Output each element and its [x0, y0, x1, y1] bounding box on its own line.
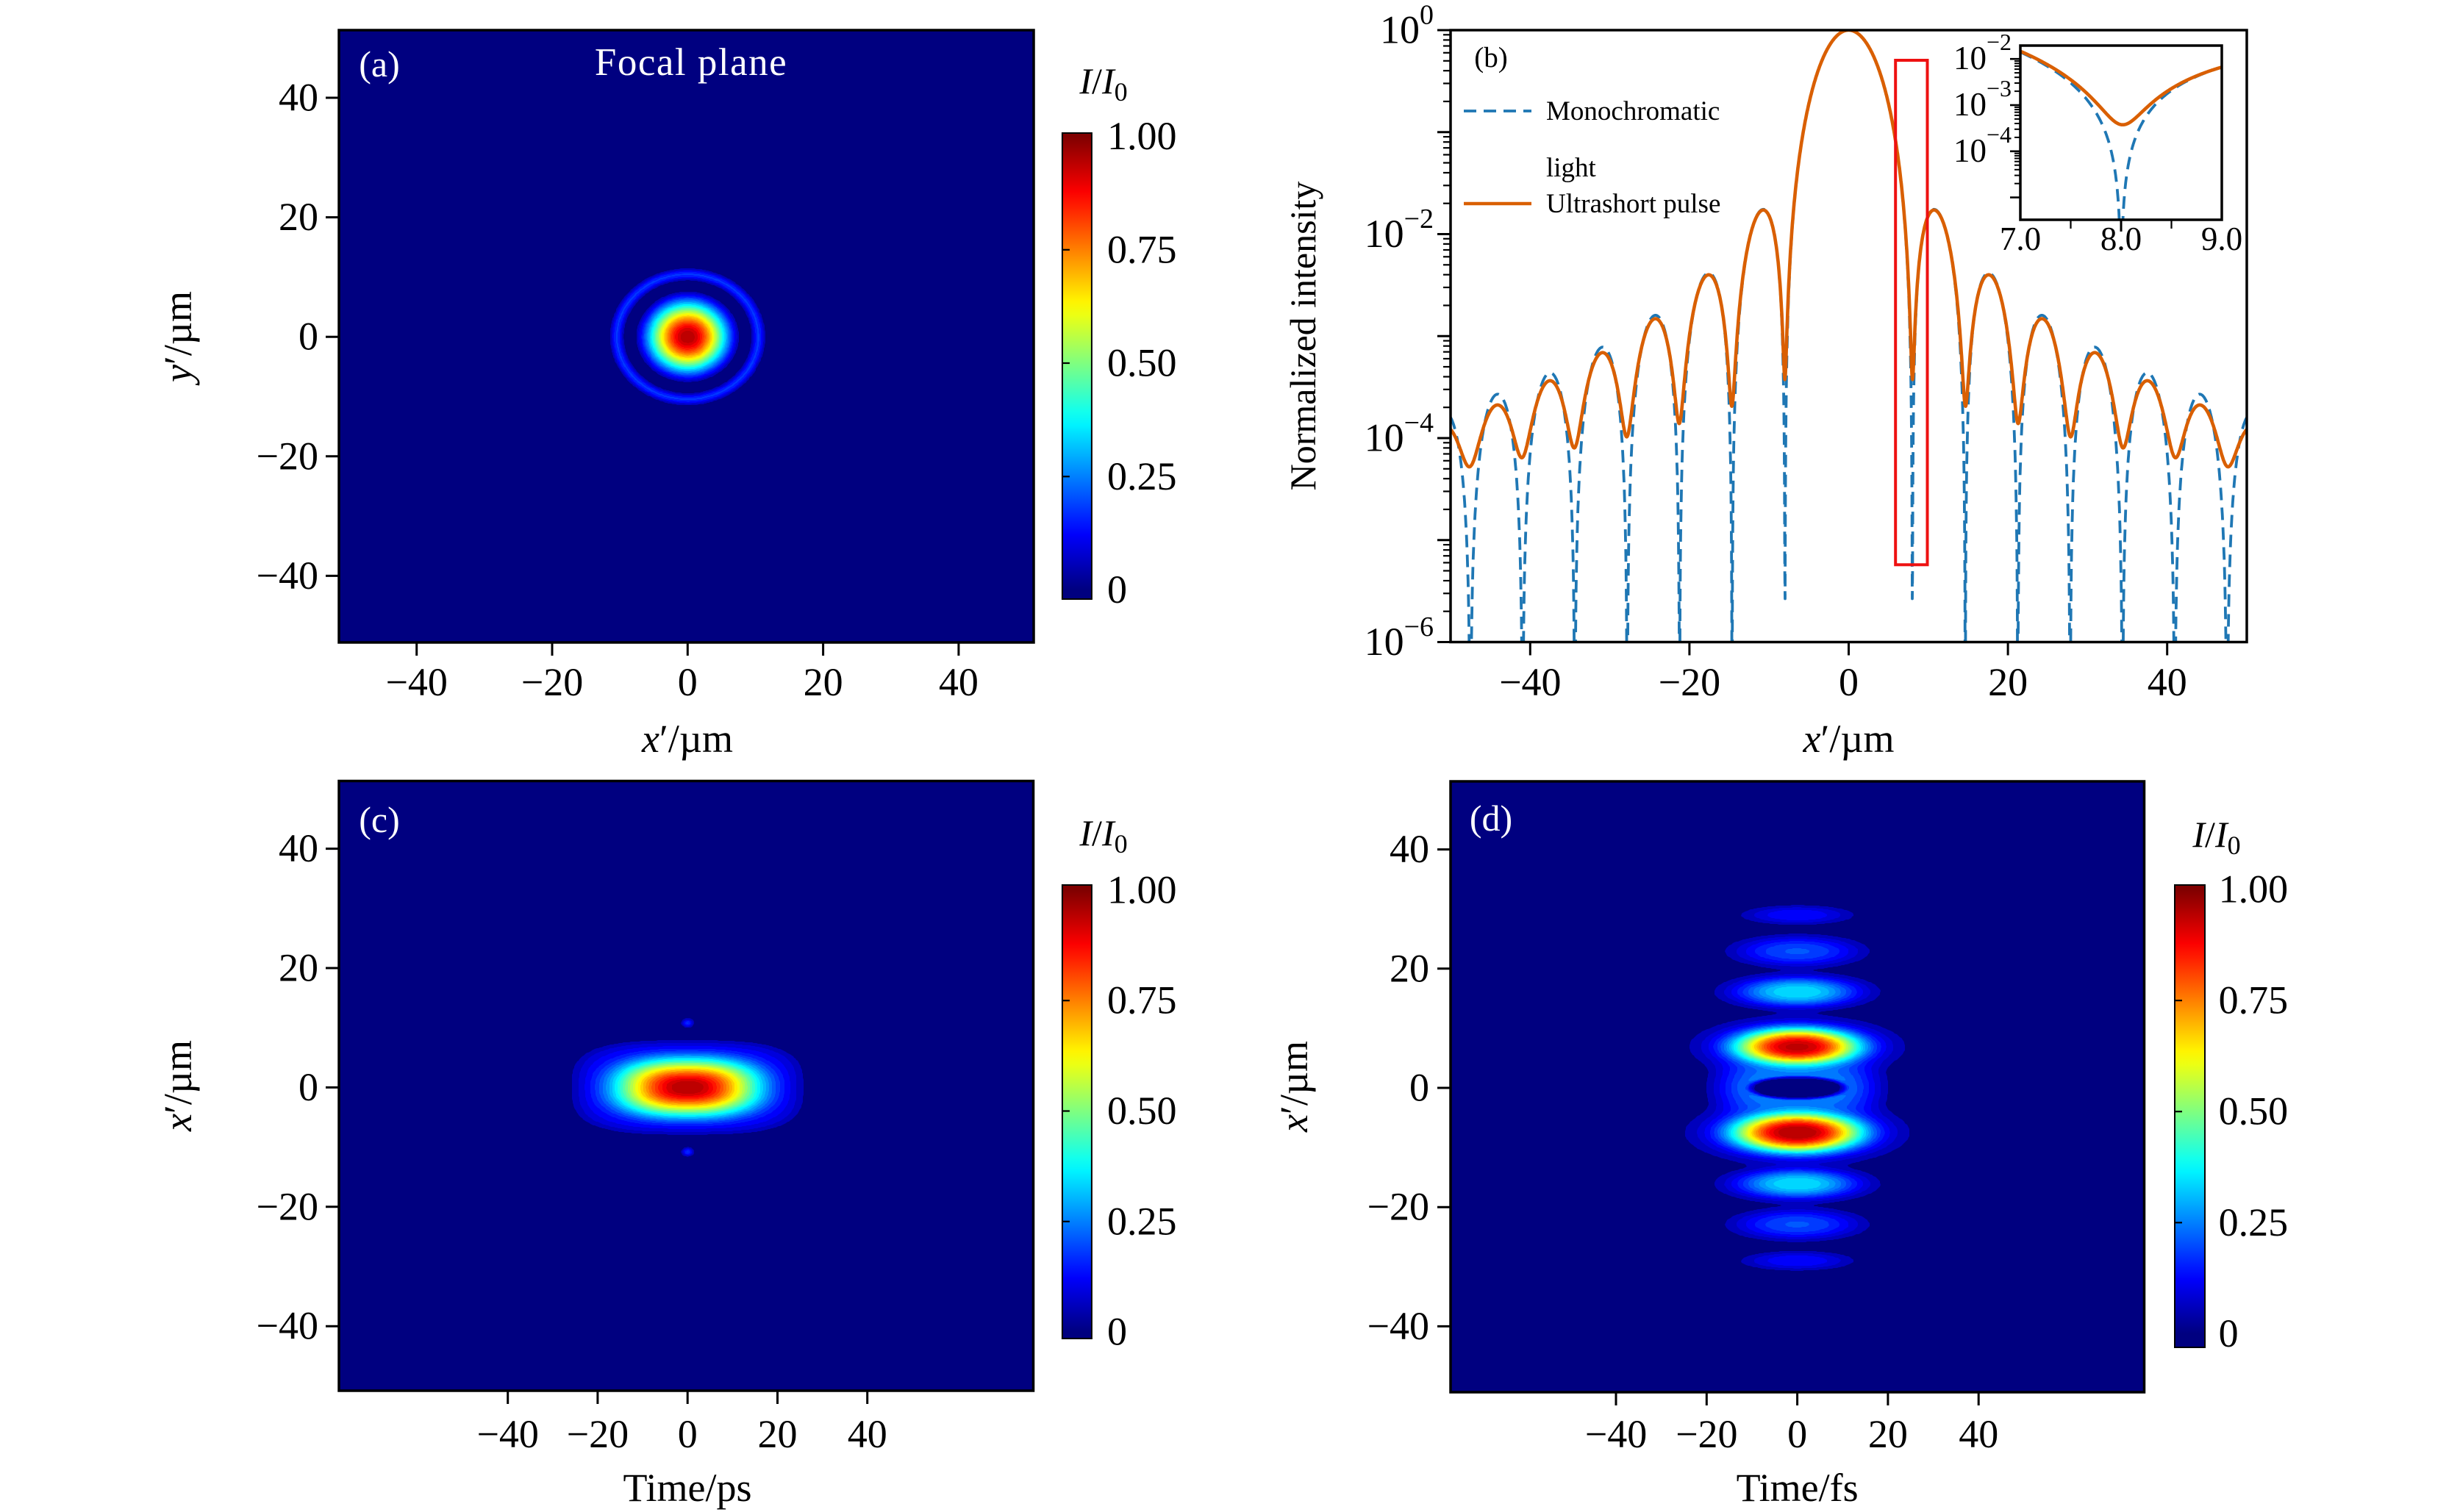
svg-text:Time/ps: Time/ps — [623, 1466, 751, 1510]
svg-text:Normalized intensity: Normalized intensity — [1282, 182, 1323, 491]
svg-text:0.75: 0.75 — [1107, 978, 1177, 1022]
svg-text:−40: −40 — [1367, 1304, 1429, 1348]
svg-text:20: 20 — [758, 1412, 798, 1456]
svg-text:0: 0 — [678, 660, 698, 704]
svg-text:20: 20 — [279, 946, 318, 990]
svg-text:0.25: 0.25 — [1107, 454, 1177, 498]
svg-text:20: 20 — [1988, 660, 2028, 704]
svg-text:−40: −40 — [476, 1412, 538, 1456]
svg-text:(d): (d) — [1470, 798, 1512, 839]
svg-text:y′/µm: y′/µm — [156, 291, 200, 386]
svg-text:1.00: 1.00 — [1107, 114, 1177, 158]
svg-text:(c): (c) — [359, 799, 400, 840]
svg-text:(a): (a) — [359, 43, 400, 85]
svg-text:8.0: 8.0 — [2100, 221, 2142, 257]
svg-text:x′/µm: x′/µm — [641, 717, 733, 761]
svg-text:0.50: 0.50 — [1107, 1089, 1177, 1133]
svg-text:0: 0 — [678, 1412, 698, 1456]
svg-text:−20: −20 — [257, 434, 318, 478]
svg-text:−20: −20 — [257, 1184, 318, 1228]
svg-text:−20: −20 — [567, 1412, 629, 1456]
svg-text:40: 40 — [2148, 660, 2187, 704]
svg-text:Ultrashort pulse: Ultrashort pulse — [1546, 189, 1720, 219]
svg-text:9.0: 9.0 — [2201, 221, 2242, 257]
svg-text:−40: −40 — [1585, 1412, 1647, 1456]
svg-text:−20: −20 — [1367, 1185, 1429, 1229]
svg-text:0.25: 0.25 — [2219, 1200, 2289, 1244]
svg-text:40: 40 — [939, 660, 979, 704]
svg-text:1.00: 1.00 — [1107, 868, 1177, 912]
svg-text:−20: −20 — [1676, 1412, 1737, 1456]
svg-text:40: 40 — [1959, 1412, 1998, 1456]
svg-text:20: 20 — [1868, 1412, 1908, 1456]
svg-text:0.50: 0.50 — [2219, 1089, 2289, 1133]
svg-text:−40: −40 — [257, 1304, 318, 1348]
svg-text:0: 0 — [1107, 1310, 1127, 1354]
svg-text:x′/µm: x′/µm — [156, 1040, 200, 1132]
svg-text:1.00: 1.00 — [2219, 867, 2289, 911]
svg-text:(b): (b) — [1474, 42, 1507, 74]
svg-text:−40: −40 — [385, 660, 447, 704]
svg-text:−40: −40 — [257, 553, 318, 598]
svg-text:40: 40 — [279, 826, 318, 870]
svg-text:0.50: 0.50 — [1107, 341, 1177, 385]
svg-text:40: 40 — [848, 1412, 887, 1456]
svg-text:0: 0 — [1839, 660, 1859, 704]
svg-text:Focal plane: Focal plane — [595, 41, 787, 84]
svg-text:0: 0 — [1107, 567, 1127, 612]
svg-text:0: 0 — [1787, 1412, 1807, 1456]
svg-text:7.0: 7.0 — [2000, 221, 2041, 257]
svg-text:0: 0 — [298, 315, 318, 359]
svg-text:−20: −20 — [1659, 660, 1720, 704]
svg-text:light: light — [1546, 153, 1597, 183]
svg-text:0.75: 0.75 — [2219, 978, 2289, 1022]
svg-text:20: 20 — [279, 195, 318, 239]
svg-text:−40: −40 — [1499, 660, 1561, 704]
svg-text:20: 20 — [804, 660, 843, 704]
svg-text:x′/µm: x′/µm — [1272, 1041, 1316, 1133]
svg-text:20: 20 — [1390, 946, 1429, 990]
svg-text:0: 0 — [1409, 1066, 1429, 1110]
svg-text:40: 40 — [279, 76, 318, 120]
svg-text:I/I0: I/I0 — [2192, 814, 2240, 860]
svg-text:−20: −20 — [521, 660, 583, 704]
svg-text:0: 0 — [2219, 1311, 2239, 1355]
svg-text:0.75: 0.75 — [1107, 227, 1177, 271]
svg-text:40: 40 — [1390, 827, 1429, 871]
svg-text:Monochromatic: Monochromatic — [1546, 96, 1720, 126]
svg-text:0: 0 — [298, 1065, 318, 1109]
svg-text:Time/fs: Time/fs — [1737, 1466, 1859, 1510]
svg-text:x′/µm: x′/µm — [1803, 717, 1895, 761]
svg-text:0.25: 0.25 — [1107, 1199, 1177, 1243]
svg-text:10−4: 10−4 — [1953, 121, 2012, 169]
